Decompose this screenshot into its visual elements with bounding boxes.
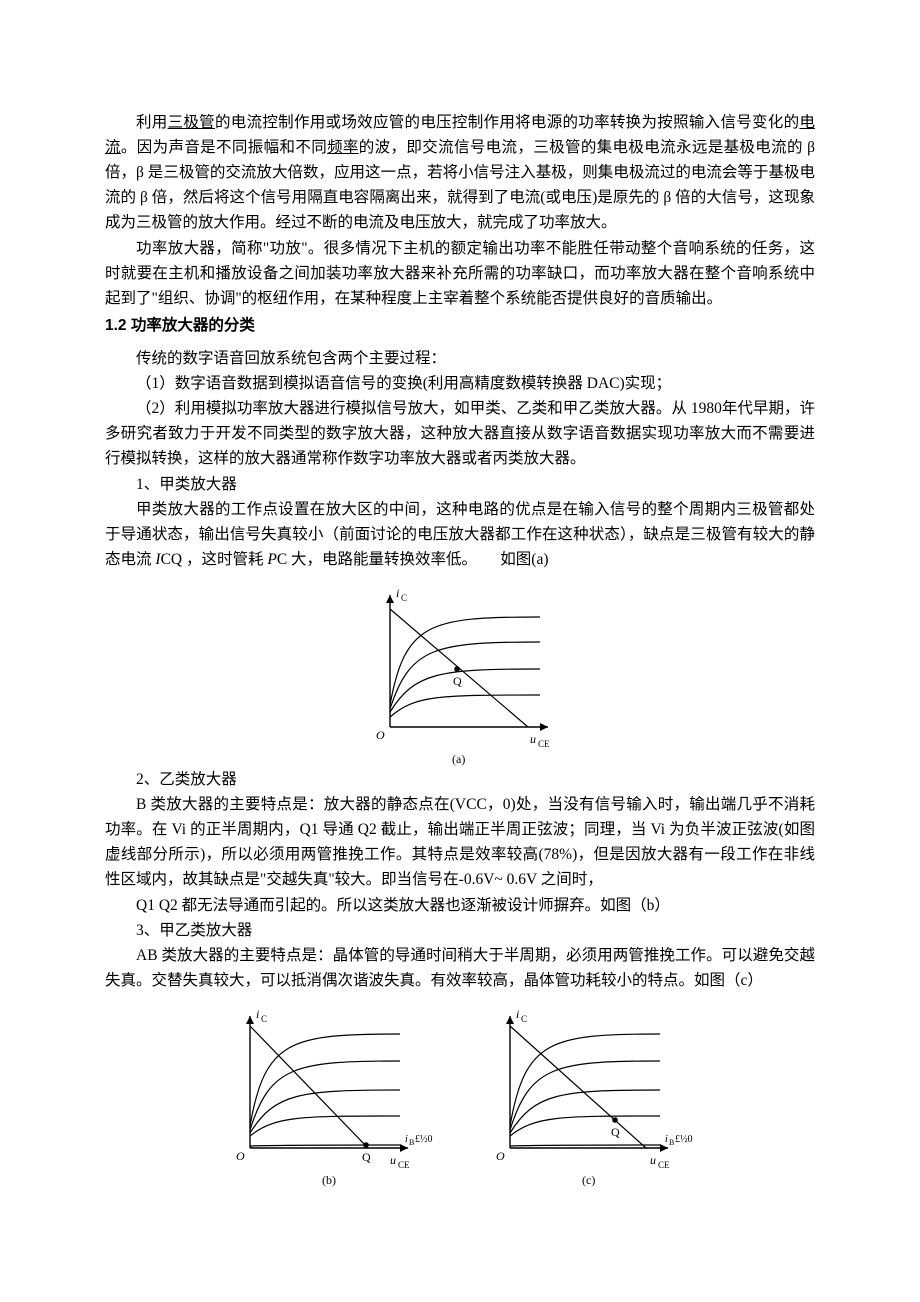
svg-text:CE: CE xyxy=(658,1160,670,1170)
paragraph-1: 利用三极管的电流控制作用或场效应管的电压控制作用将电源的功率转换为按照输入信号变… xyxy=(105,110,815,236)
item-3-body: AB 类放大器的主要特点是：晶体管的导通时间稍大于半周期，必须用两管推挽工作。可… xyxy=(105,943,815,993)
svg-text:CE: CE xyxy=(398,1160,410,1170)
section-1-2-heading: 1.2 功率放大器的分类 xyxy=(105,313,815,338)
svg-text:O: O xyxy=(376,728,385,742)
svg-text:i: i xyxy=(396,586,399,600)
text: 利用 xyxy=(136,114,168,131)
paragraph-3a: 传统的数字语音回放系统包含两个主要过程： xyxy=(105,346,815,371)
item-2-body-a: B 类放大器的主要特点是：放大器的静态点在(VCC，0)处，当没有信号输入时，输… xyxy=(105,792,815,892)
svg-text:£½0: £½0 xyxy=(415,1134,433,1145)
text: CQ ，这时管耗 xyxy=(161,551,268,568)
text: 。因为声音是不同振幅和不同 xyxy=(121,139,327,156)
svg-text:(c): (c) xyxy=(582,1173,595,1187)
svg-text:(b): (b) xyxy=(322,1173,336,1187)
svg-text:i: i xyxy=(405,1134,408,1145)
svg-text:C: C xyxy=(401,593,407,603)
svg-text:i: i xyxy=(665,1134,668,1145)
item-3-head: 3、甲乙类放大器 xyxy=(105,918,815,943)
svg-text:C: C xyxy=(521,1014,527,1024)
svg-text:i: i xyxy=(256,1007,259,1021)
svg-text:O: O xyxy=(236,1149,245,1163)
svg-text:B: B xyxy=(669,1138,674,1147)
svg-text:u: u xyxy=(530,732,536,746)
svg-text:u: u xyxy=(650,1153,656,1167)
text: 的电流控制作用或场效应管的电压控制作用将电源的功率转换为按照输入信号变化的 xyxy=(215,114,799,131)
figure-c: QOiCuCEiB£½0(c) xyxy=(480,998,700,1188)
item-2-head: 2、乙类放大器 xyxy=(105,767,815,792)
svg-text:Q: Q xyxy=(453,674,462,688)
symbol-p: P xyxy=(267,551,276,568)
item-1-head: 1、甲类放大器 xyxy=(105,472,815,497)
link-transistor: 三极管 xyxy=(168,114,215,131)
svg-text:i: i xyxy=(516,1007,519,1021)
svg-text:B: B xyxy=(409,1138,414,1147)
svg-text:£½0: £½0 xyxy=(675,1134,693,1145)
paragraph-3c: （2）利用模拟功率放大器进行模拟信号放大，如甲类、乙类和甲乙类放大器。从 198… xyxy=(105,396,815,471)
paragraph-2: 功率放大器，简称"功放"。很多情况下主机的额定输出功率不能胜任带动整个音响系统的… xyxy=(105,236,815,311)
figure-b: QOiCuCEiB£½0(b) xyxy=(220,998,440,1188)
paragraph-3b: （1）数字语音数据到模拟语音信号的变换(利用高精度数模转换器 DAC)实现； xyxy=(105,371,815,396)
figure-a-container: Q OiCuCE (a) xyxy=(105,577,815,767)
link-frequency: 频率 xyxy=(327,139,359,156)
text: C 大，电路能量转换效率低。 如图(a) xyxy=(277,551,549,568)
svg-text:Q: Q xyxy=(611,1125,620,1139)
item-2-body-b: Q1 Q2 都无法导通而引起的。所以这类放大器也逐渐被设计师摒弃。如图（b） xyxy=(105,893,815,918)
svg-text:Q: Q xyxy=(362,1150,371,1164)
figure-bc-container: QOiCuCEiB£½0(b) QOiCuCEiB£½0(c) xyxy=(105,998,815,1188)
svg-text:C: C xyxy=(261,1014,267,1024)
item-1-body: 甲类放大器的工作点设置在放大区的中间，这种电路的优点是在输入信号的整个周期内三极… xyxy=(105,497,815,572)
svg-text:CE: CE xyxy=(538,739,550,749)
svg-text:O: O xyxy=(496,1149,505,1163)
svg-text:(a): (a) xyxy=(452,752,465,766)
figure-a: Q OiCuCE (a) xyxy=(360,577,560,767)
document-page: 利用三极管的电流控制作用或场效应管的电压控制作用将电源的功率转换为按照输入信号变… xyxy=(0,0,920,1248)
svg-text:u: u xyxy=(390,1153,396,1167)
